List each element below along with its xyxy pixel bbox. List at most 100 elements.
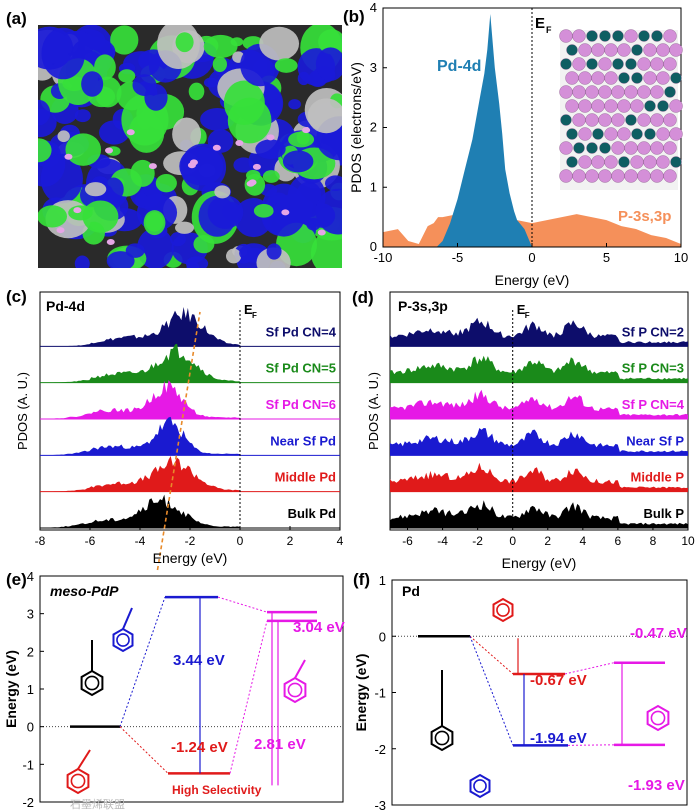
pd-atom: [599, 30, 611, 42]
pd-atom: [631, 44, 643, 56]
pd-atom: [566, 44, 578, 56]
aromatic-circle: [287, 682, 303, 698]
x-tick-label: 0: [237, 534, 244, 548]
pdos-legend: Bulk P: [644, 506, 685, 521]
pd-atom: [644, 100, 656, 112]
x-tick-label: -6: [402, 534, 413, 548]
barrier-annotation: 3.44 eV: [173, 652, 225, 669]
benzene-ring: [112, 627, 134, 653]
atom-ball: [317, 229, 326, 236]
p-atom: [578, 71, 592, 85]
p-atom: [598, 169, 612, 183]
isosurface-blob: [282, 150, 314, 173]
x-tick-label: -6: [85, 534, 96, 548]
x-tick-label: 4: [337, 534, 344, 548]
y-tick-label: 4: [370, 0, 377, 15]
pdos-curve: [390, 428, 688, 456]
pdos-curve: [390, 355, 688, 383]
p-atom: [578, 127, 592, 141]
y-tick-label: 1: [370, 179, 377, 194]
connector: [469, 635, 514, 675]
molecule-reactant: [80, 669, 104, 697]
panel-letter: (b): [343, 7, 365, 26]
p-atom: [578, 43, 592, 57]
y-tick-label: -2: [22, 795, 34, 810]
p-atom: [669, 43, 683, 57]
fermi-label: E: [517, 302, 526, 317]
isosurface-blob: [200, 108, 235, 131]
p-atom: [604, 43, 618, 57]
isosurface-blob: [207, 195, 244, 229]
x-tick-label: 10: [674, 250, 688, 265]
molecule-styrene-red: [492, 597, 514, 623]
isosurface-blob: [175, 221, 195, 234]
x-axis-label: Energy (eV): [502, 555, 577, 571]
isosurface-blob: [259, 26, 300, 61]
pdos-curve: [40, 307, 340, 347]
pd-atom: [670, 72, 682, 84]
y-tick-label: 0: [27, 720, 34, 735]
x-tick-label: 0: [528, 250, 535, 265]
benzene-ring: [646, 704, 670, 732]
p-atom: [669, 127, 683, 141]
isosurface-blob: [274, 58, 298, 73]
pd-atom: [586, 30, 598, 42]
atom-ball: [235, 140, 244, 147]
p-atom: [598, 85, 612, 99]
pd-atom: [599, 142, 611, 154]
isosurface-blob: [74, 109, 91, 123]
isosurface-blob: [41, 27, 86, 80]
isosurface-blob: [193, 235, 215, 254]
molecule-ethylbenzene: [646, 704, 670, 732]
panel-letter: (a): [6, 9, 27, 28]
panel-title: P-3s,3p: [398, 298, 448, 314]
p-atom: [663, 169, 677, 183]
p-atom: [656, 71, 670, 85]
x-tick-label: 5: [603, 250, 610, 265]
isosurface-blob: [266, 243, 282, 260]
pdos-area-pd-4d: [436, 14, 532, 247]
pd-atom: [631, 128, 643, 140]
isosurface-blob: [253, 204, 274, 218]
energy-annotation: -1.93 eV: [628, 777, 685, 794]
panel-title: meso-PdP: [50, 583, 119, 599]
isosurface-blob: [255, 139, 286, 160]
y-tick-label: 4: [27, 569, 34, 584]
pdos-curve: [390, 462, 688, 492]
p-atom: [637, 169, 651, 183]
isosurface-blob: [143, 210, 166, 236]
p-atom: [585, 169, 599, 183]
y-axis-label: PDOS (electrons/eV): [348, 62, 364, 193]
x-tick-label: -10: [374, 250, 393, 265]
pdos-curve: [40, 456, 340, 492]
isosurface-blob: [212, 56, 227, 73]
x-tick-label: -4: [437, 534, 448, 548]
aromatic-circle: [650, 710, 666, 726]
y-tick-label: -1: [22, 757, 34, 772]
isosurface-blob: [125, 243, 145, 258]
p-atom: [565, 99, 579, 113]
p-atom: [585, 113, 599, 127]
atom-ball: [126, 129, 135, 136]
benzene-ring: [430, 724, 454, 752]
isosurface-blob: [262, 170, 280, 183]
p-atom: [604, 127, 618, 141]
benzene-ring: [469, 773, 491, 799]
isosurface-blob: [172, 117, 202, 152]
isosurface-blob: [203, 77, 219, 88]
pdos-legend: Near Sf Pd: [270, 433, 336, 448]
p-atom: [624, 169, 638, 183]
pdos-curve: [40, 343, 340, 383]
pd-atom: [651, 30, 663, 42]
p-atom: [643, 71, 657, 85]
p-atom: [572, 113, 586, 127]
isosurface-blob: [203, 34, 238, 58]
atom-ball: [64, 153, 73, 160]
fermi-label: E: [244, 302, 253, 317]
panel-title: Pd-4d: [46, 298, 85, 314]
y-axis-label: PDOS (A. U.): [366, 372, 381, 450]
isosurface-blob: [74, 255, 90, 268]
isosurface-blob: [155, 173, 177, 193]
y-tick-label: 2: [27, 644, 34, 659]
x-tick-label: 8: [650, 534, 657, 548]
